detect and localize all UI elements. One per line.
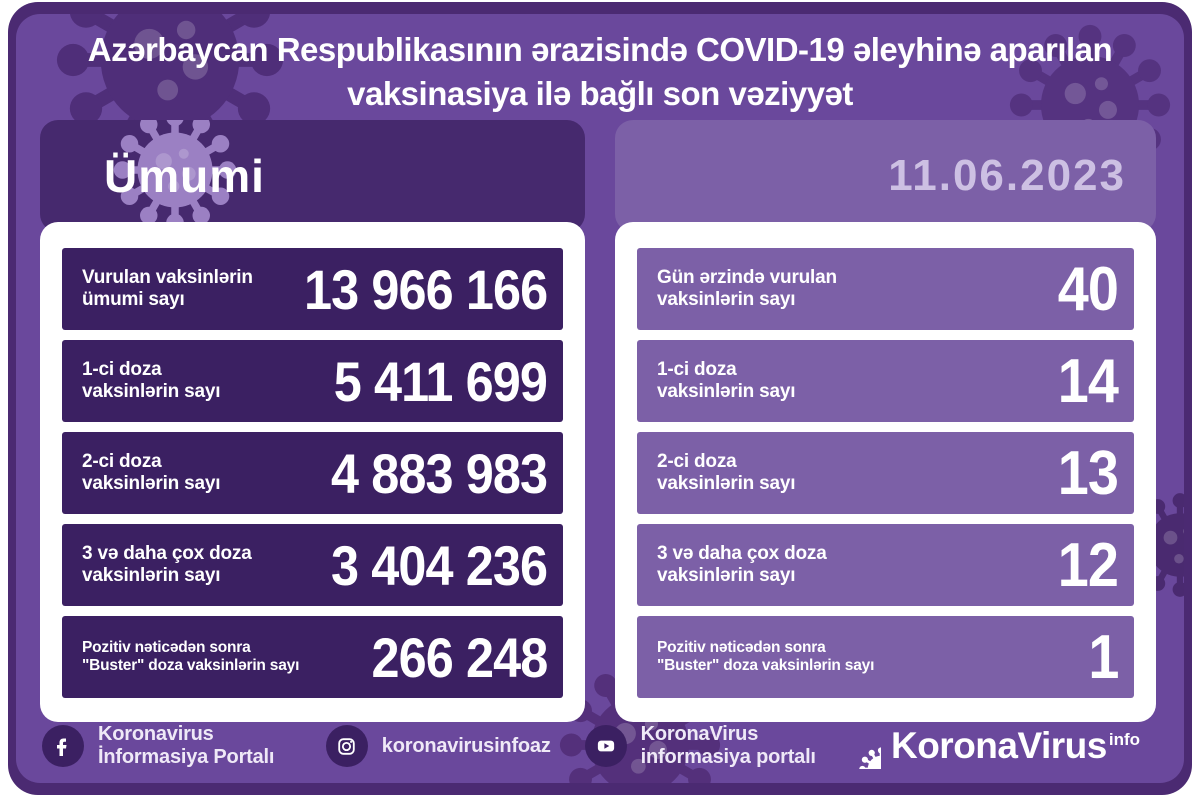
stat-value: 12 xyxy=(1057,530,1119,600)
stat-value: 5 411 699 xyxy=(333,349,548,413)
stat-label: 3 və daha çox doza vaksinlərin sayı xyxy=(82,543,252,586)
stat-value: 1 xyxy=(1087,622,1119,692)
stat-value: 13 xyxy=(1057,438,1119,508)
page-title-line2: vaksinasiya ilə bağlı son vəziyyət xyxy=(347,74,853,112)
stat-value: 13 966 166 xyxy=(303,257,548,321)
youtube-icon xyxy=(584,725,627,767)
table-row: 1-ci doza vaksinlərin sayı 14 xyxy=(637,340,1134,422)
page-title: Azərbaycan Respublikasının ərazisində CO… xyxy=(16,28,1184,115)
brand-virus-icon xyxy=(835,723,881,769)
table-row: 1-ci doza vaksinlərin sayı 5 411 699 xyxy=(62,340,563,422)
brand-logo: KoronaVirus info xyxy=(835,723,1140,769)
table-row: Gün ərzində vurulan vaksinlərin sayı 40 xyxy=(637,248,1134,330)
facebook-icon xyxy=(42,725,84,767)
table-row: 2-ci doza vaksinlərin sayı 4 883 983 xyxy=(62,432,563,514)
table-row: Pozitiv nəticədən sonra "Buster" doza vak… xyxy=(62,616,563,698)
total-header-label: Ümumi xyxy=(104,150,265,202)
facebook-link: Koronavirus İnformasiya Portalı xyxy=(42,723,292,769)
table-row: 3 və daha çox doza vaksinlərin sayı 3 404… xyxy=(62,524,563,606)
table-row: Pozitiv nəticədən sonra "Buster" doza vak… xyxy=(637,616,1134,698)
footer: Koronavirus İnformasiya Portalı koronavi… xyxy=(16,717,1184,775)
date-header-card: 11.06.2023 xyxy=(615,120,1156,232)
table-row: 3 və daha çox doza vaksinlərin sayı 12 xyxy=(637,524,1134,606)
brand-name: KoronaVirus xyxy=(890,725,1107,766)
stat-label: 2-ci doza vaksinlərin sayı xyxy=(657,451,796,494)
instagram-link: koronavirusinfoaz xyxy=(325,725,551,767)
stat-value: 266 248 xyxy=(371,625,548,689)
total-header-card: Ümumi xyxy=(40,120,585,232)
stat-value: 40 xyxy=(1057,254,1119,324)
stat-label: Gün ərzində vurulan vaksinlərin sayı xyxy=(657,267,837,310)
stat-label: Pozitiv nəticədən sonra "Buster" doza vak… xyxy=(82,639,300,674)
brand-suffix: info xyxy=(1108,730,1140,749)
facebook-label: Koronavirus İnformasiya Portalı xyxy=(98,723,275,768)
stat-value: 4 883 983 xyxy=(330,441,548,505)
page-title-line1: Azərbaycan Respublikasının ərazisində CO… xyxy=(87,31,1113,68)
table-row: Vurulan vaksinlərin ümumi sayı 13 966 166 xyxy=(62,248,563,330)
instagram-icon xyxy=(325,725,368,767)
youtube-label: KoronaVirus informasiya portalı xyxy=(640,723,816,768)
total-stats-panel: Vurulan vaksinlərin ümumi sayı 13 966 166… xyxy=(40,222,585,722)
stat-label: Vurulan vaksinlərin ümumi sayı xyxy=(82,267,253,310)
youtube-link: KoronaVirus informasiya portalı xyxy=(584,723,835,769)
table-row: 2-ci doza vaksinlərin sayı 13 xyxy=(637,432,1134,514)
stat-label: 1-ci doza vaksinlərin sayı xyxy=(82,359,221,402)
main-canvas: Azərbaycan Respublikasının ərazisində CO… xyxy=(16,14,1184,783)
daily-stats-panel: Gün ərzində vurulan vaksinlərin sayı 40 1… xyxy=(615,222,1156,722)
report-date: 11.06.2023 xyxy=(888,151,1126,200)
stat-value: 14 xyxy=(1057,346,1119,416)
stat-value: 3 404 236 xyxy=(330,533,548,597)
stat-label: 3 və daha çox doza vaksinlərin sayı xyxy=(657,543,827,586)
stat-label: Pozitiv nəticədən sonra "Buster" doza vak… xyxy=(657,639,875,674)
stat-label: 2-ci doza vaksinlərin sayı xyxy=(82,451,221,494)
stat-label: 1-ci doza vaksinlərin sayı xyxy=(657,359,796,402)
instagram-label: koronavirusinfoaz xyxy=(381,734,551,757)
